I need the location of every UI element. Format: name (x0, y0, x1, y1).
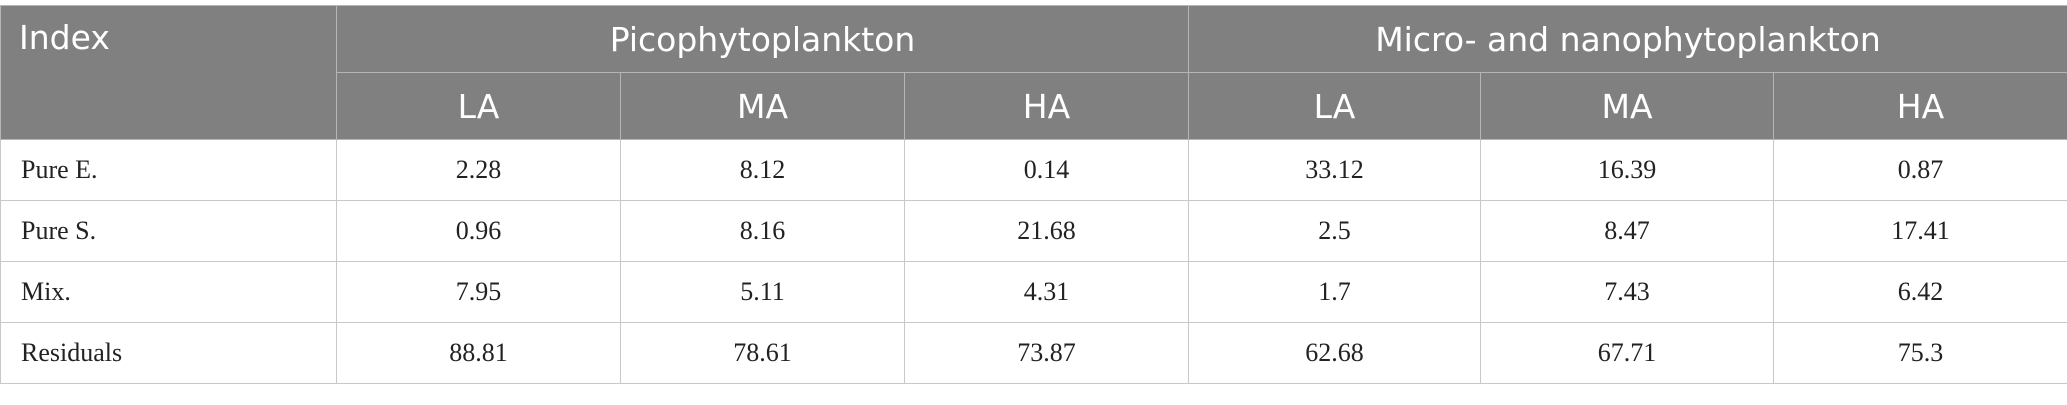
cell: 4.31 (904, 261, 1189, 323)
cell: 1.7 (1188, 261, 1481, 323)
subheader: HA (1773, 72, 2067, 140)
cell: 17.41 (1773, 200, 2067, 262)
subheader: HA (904, 72, 1189, 140)
cell: 0.96 (336, 200, 621, 262)
cell: 7.95 (336, 261, 621, 323)
cell: 0.14 (904, 139, 1189, 201)
subheader: LA (336, 72, 621, 140)
cell: 2.28 (336, 139, 621, 201)
row-label: Residuals (0, 322, 337, 384)
subheader: MA (620, 72, 905, 140)
cell: 78.61 (620, 322, 905, 384)
table-header: Index Picophytoplankton Micro- and nanop… (0, 5, 2067, 140)
cell: 2.5 (1188, 200, 1481, 262)
table-row: Mix. 7.95 5.11 4.31 1.7 7.43 6.42 (0, 261, 2067, 323)
cell: 7.43 (1480, 261, 1774, 323)
row-label: Pure E. (0, 139, 337, 201)
cell: 33.12 (1188, 139, 1481, 201)
subheader: LA (1188, 72, 1481, 140)
cell: 0.87 (1773, 139, 2067, 201)
cell: 73.87 (904, 322, 1189, 384)
cell: 5.11 (620, 261, 905, 323)
cell: 8.47 (1480, 200, 1774, 262)
table-row: Pure S. 0.96 8.16 21.68 2.5 8.47 17.41 (0, 200, 2067, 262)
cell: 16.39 (1480, 139, 1774, 201)
table-row: Residuals 88.81 78.61 73.87 62.68 67.71 75.3 (0, 322, 2067, 384)
row-label: Mix. (0, 261, 337, 323)
cell: 6.42 (1773, 261, 2067, 323)
subheader: MA (1480, 72, 1774, 140)
cell: 88.81 (336, 322, 621, 384)
row-label: Pure S. (0, 200, 337, 262)
data-table: Index Picophytoplankton Micro- and nanop… (0, 5, 2067, 384)
group-header: Picophytoplankton (336, 5, 1189, 73)
cell: 21.68 (904, 200, 1189, 262)
cell: 62.68 (1188, 322, 1481, 384)
table-row: Pure E. 2.28 8.12 0.14 33.12 16.39 0.87 (0, 139, 2067, 201)
cell: 75.3 (1773, 322, 2067, 384)
table-body: Pure E. 2.28 8.12 0.14 33.12 16.39 0.87 Pure S.… (0, 139, 2067, 384)
header-row: Index Picophytoplankton Micro- and nanop… (0, 5, 2067, 140)
cell: 8.16 (620, 200, 905, 262)
cell: 8.12 (620, 139, 905, 201)
subheader-row: LA MA HA LA MA HA (1, 72, 2067, 140)
index-header: Index (0, 5, 337, 140)
cell: 67.71 (1480, 322, 1774, 384)
group-header: Micro- and nanophytoplankton (1188, 5, 2067, 73)
